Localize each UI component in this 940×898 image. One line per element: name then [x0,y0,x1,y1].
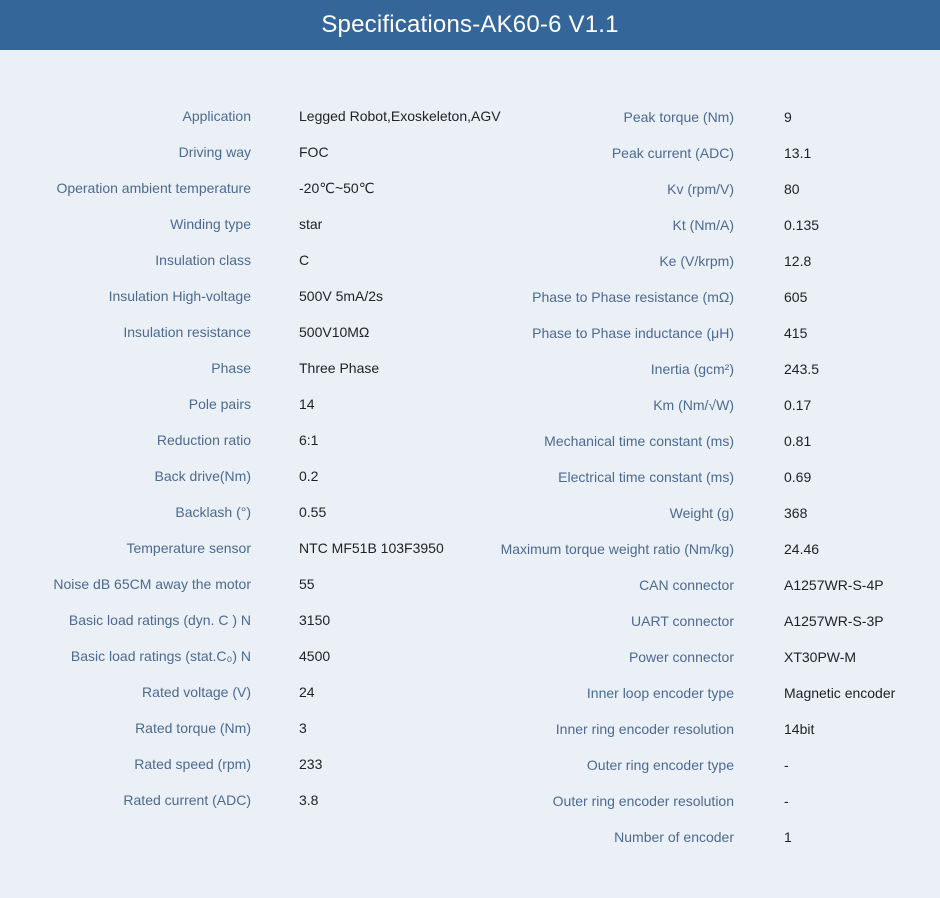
spec-label: Number of encoder [614,829,734,845]
spec-value: Three Phase [299,360,380,376]
spec-label: CAN connector [639,577,734,593]
spec-label: Insulation resistance [123,324,251,340]
spec-value: 233 [299,756,323,772]
spec-value: 55 [299,576,315,592]
spec-label: Winding type [170,216,251,232]
spec-value: 0.135 [784,217,820,233]
spec-label: Outer ring encoder resolution [552,793,734,809]
spec-label: Reduction ratio [156,432,251,448]
spec-value: 415 [784,325,808,341]
spec-value: C [299,252,310,268]
spec-label: Backlash (°) [175,504,251,520]
spec-label: Back drive(Nm) [154,468,251,484]
spec-label: Driving way [178,144,251,160]
spec-value: 6:1 [299,432,319,448]
spec-label: Kt (Nm/A) [672,217,734,233]
spec-label: Basic load ratings (dyn. C ) N [68,612,251,628]
spec-value: 1 [784,829,792,845]
spec-label: Kv (rpm/V) [667,181,734,197]
spec-label: Peak current (ADC) [611,145,734,161]
spec-value: 3150 [299,612,331,628]
spec-value: star [299,216,323,232]
spec-label: Application [182,108,252,124]
spec-value: 368 [784,505,808,521]
spec-value: - [784,757,789,773]
spec-value: 0.81 [784,433,812,449]
spec-label: Noise dB 65CM away the motor [53,576,251,592]
spec-value: 13.1 [784,145,812,161]
spec-value: 4500 [299,648,331,664]
spec-label: Mechanical time constant (ms) [544,433,734,449]
spec-label: Inner loop encoder type [586,685,734,701]
spec-label: Pole pairs [188,396,251,412]
spec-label: Power connector [628,649,734,665]
spec-value: XT30PW-M [784,649,857,665]
spec-value: 243.5 [784,361,820,377]
spec-label: Electrical time constant (ms) [558,469,734,485]
spec-label: Insulation class [155,252,251,268]
spec-label: Inner ring encoder resolution [555,721,734,737]
spec-label: Weight (g) [669,505,734,521]
spec-label: Operation ambient temperature [56,180,251,196]
spec-value: 500V 5mA/2s [299,288,384,304]
spec-label: Km (Nm/√W) [653,397,734,413]
spec-value: 9 [784,109,792,125]
spec-label: Rated current (ADC) [123,792,251,808]
spec-value: 14bit [784,721,815,737]
spec-value: 605 [784,289,808,305]
spec-value: 3.8 [299,792,319,808]
spec-label: Inertia (gcm²) [650,361,734,377]
spec-value: 24.46 [784,541,820,557]
spec-label: Outer ring encoder type [586,757,734,773]
spec-label: Rated torque (Nm) [135,720,251,736]
page-title: Specifications-AK60-6 V1.1 [321,11,619,38]
spec-value: 24 [299,684,315,700]
spec-value: -20℃~50℃ [299,180,375,196]
spec-label: Peak torque (Nm) [623,109,734,125]
spec-value: 500V10MΩ [299,324,370,340]
page-header: Specifications-AK60-6 V1.1 [0,0,940,50]
spec-label: UART connector [631,613,734,629]
spec-label: Rated voltage (V) [142,684,251,700]
spec-label: Ke (V/krpm) [659,253,734,269]
spec-label: Rated speed (rpm) [134,756,251,772]
spec-label: Phase to Phase inductance (μH) [532,325,734,341]
spec-value: Legged Robot,Exoskeleton,AGV [299,108,501,124]
spec-value: 0.2 [299,468,319,484]
spec-value: 12.8 [784,253,812,269]
spec-value: 0.55 [299,504,327,520]
spec-value: 80 [784,181,800,197]
spec-label: Temperature sensor [126,540,251,556]
spec-value: FOC [299,144,329,160]
spec-value: Magnetic encoder [784,685,896,701]
spec-label: Phase to Phase resistance (mΩ) [532,289,734,305]
spec-value: 0.69 [784,469,812,485]
spec-value: 14 [299,396,315,412]
spec-label: Phase [211,360,251,376]
spec-label: Basic load ratings (stat.C₀) N [70,648,251,664]
spec-value: A1257WR-S-3P [784,613,884,629]
spec-value: 0.17 [784,397,812,413]
spec-label: Insulation High-voltage [108,288,251,304]
spec-value: 3 [299,720,307,736]
spec-value: - [784,793,789,809]
spec-value: A1257WR-S-4P [784,577,884,593]
spec-value: NTC MF51B 103F3950 [299,540,444,556]
spec-label: Maximum torque weight ratio (Nm/kg) [500,541,734,557]
